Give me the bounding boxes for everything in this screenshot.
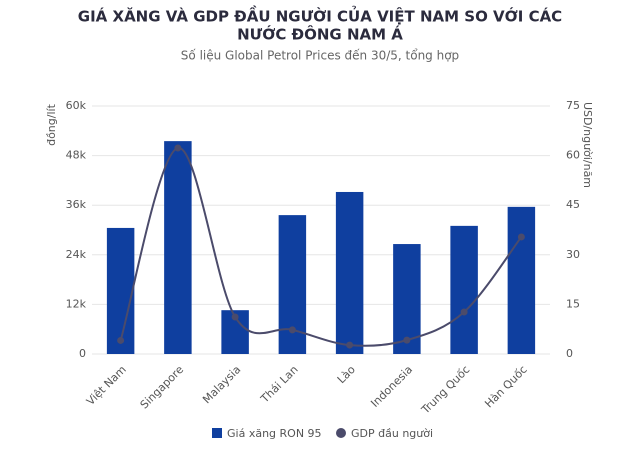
y2-tick-label: 75 — [566, 99, 580, 112]
line-point — [117, 336, 125, 344]
y-tick-label: 60k — [66, 99, 87, 112]
bar — [450, 225, 478, 354]
y2-tick-label: 45 — [566, 198, 580, 211]
bar — [106, 227, 135, 354]
line-point — [288, 326, 296, 334]
line-point — [231, 313, 239, 321]
x-tick-label: Hàn Quốc — [482, 363, 529, 410]
y2-axis-title: USD/người/năm — [581, 102, 594, 188]
bar — [164, 141, 192, 354]
chart-subtitle: Số liệu Global Petrol Prices đến 30/5, t… — [181, 49, 459, 63]
bar — [393, 244, 421, 354]
chart-title: GIÁ XĂNG VÀ GDP ĐẦU NGƯỜI CỦA VIỆT NAM S… — [78, 5, 562, 26]
legend-marker — [336, 428, 346, 438]
x-tick-label: Thái Lan — [258, 363, 301, 406]
y2-tick-label: 30 — [566, 248, 580, 261]
y-tick-label: 24k — [66, 248, 87, 261]
x-tick-label: Trung Quốc — [418, 363, 472, 417]
y2-tick-label: 0 — [566, 347, 573, 360]
line-point — [403, 336, 411, 344]
y-axis-title: đồng/lít — [45, 103, 58, 145]
chart-title: NƯỚC ĐÔNG NAM Á — [237, 25, 403, 44]
y2-tick-label: 15 — [566, 297, 580, 310]
line-point — [346, 341, 354, 349]
line-point — [174, 144, 182, 152]
line-point — [517, 233, 525, 241]
legend-label: GDP đầu người — [351, 427, 433, 440]
y-tick-label: 48k — [66, 149, 87, 162]
line-point — [460, 308, 468, 316]
legend-label: Giá xăng RON 95 — [227, 427, 322, 440]
bar — [507, 206, 536, 354]
x-tick-label: Malaysia — [200, 363, 243, 406]
y-tick-label: 36k — [66, 198, 87, 211]
bar — [335, 191, 364, 354]
y-tick-label: 12k — [66, 297, 87, 310]
x-tick-label: Indonesia — [368, 363, 415, 410]
y2-tick-label: 60 — [566, 149, 580, 162]
x-tick-label: Việt Nam — [84, 363, 129, 408]
x-tick-label: Lào — [335, 363, 358, 386]
y-tick-label: 0 — [79, 347, 86, 360]
legend-marker — [212, 428, 222, 438]
x-tick-label: Singapore — [138, 363, 187, 412]
